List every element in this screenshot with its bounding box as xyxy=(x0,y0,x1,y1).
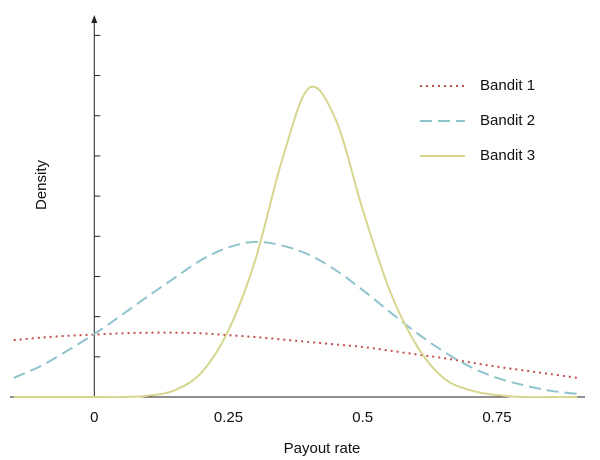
x-axis-label: Payout rate xyxy=(284,440,361,457)
legend-label: Bandit 1 xyxy=(480,77,535,94)
series-line xyxy=(13,85,578,399)
legend-label: Bandit 2 xyxy=(480,112,535,129)
x-tick-label: 0.5 xyxy=(352,409,373,426)
x-tick-label: 0 xyxy=(90,409,98,426)
series-line xyxy=(13,331,578,379)
legend-label: Bandit 3 xyxy=(480,147,535,164)
x-tick-label: 0.75 xyxy=(482,409,511,426)
x-tick-label: 0.25 xyxy=(214,409,243,426)
y-axis-label: Density xyxy=(33,159,50,210)
series-line xyxy=(13,240,578,395)
y-axis-arrow xyxy=(91,15,98,23)
